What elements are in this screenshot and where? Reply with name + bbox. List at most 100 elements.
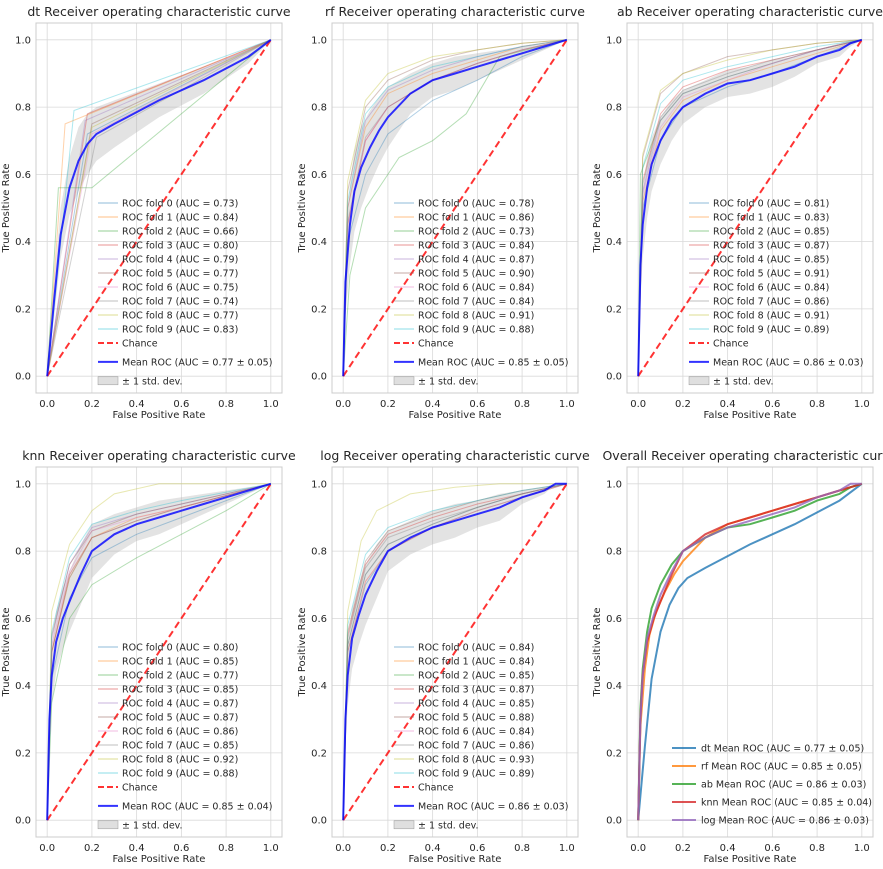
y-tick-label: 0.8 (311, 103, 327, 114)
subplot-knn: 0.0 0.2 0.4 0.6 0.8 1.0 0.0 0.2 0.4 0.6 0.8 1.0 knn … (1, 448, 296, 865)
legend-fold-0-label: ROC fold 0 (AUC = 0.80) (122, 643, 238, 654)
chance-line (46, 39, 272, 377)
y-tick-label: 0.6 (15, 614, 31, 625)
fold-4-line (342, 39, 567, 377)
y-tick-label: 0.4 (311, 237, 327, 248)
subplot-ab: 0.0 0.2 0.4 0.6 0.8 1.0 0.0 0.2 0.4 0.6 0.8 1.0 ab R… (592, 4, 883, 421)
legend-fold-9-label: ROC fold 9 (AUC = 0.88) (122, 769, 238, 780)
legend-fold-5-label: ROC fold 5 (AUC = 0.91) (713, 269, 829, 280)
fold-9-line (46, 483, 271, 821)
x-tick-label: 0.8 (809, 843, 825, 854)
y-tick-label: 0.6 (606, 170, 622, 181)
fold-0-line (46, 39, 272, 377)
x-tick-label: 0.0 (39, 399, 55, 410)
y-tick-label: 0.6 (15, 170, 31, 181)
x-tick-label: 0.8 (809, 399, 825, 410)
legend-fold-0-label: ROC fold 0 (AUC = 0.81) (713, 199, 829, 210)
fold-6-line (637, 39, 862, 377)
fold-6-line (46, 483, 271, 821)
y-tick-label: 0.6 (606, 614, 622, 625)
legend-series-0-label: dt Mean ROC (AUC = 0.77 ± 0.05) (701, 744, 864, 755)
plot-lines (637, 38, 863, 377)
std-band (343, 39, 567, 377)
legend-fold-2-label: ROC fold 2 (AUC = 0.73) (418, 227, 534, 238)
x-tick-label: 0.8 (218, 399, 234, 410)
fold-7-line (342, 483, 567, 821)
y-tick-label: 0.0 (606, 372, 622, 383)
subplot-dt: 0.0 0.2 0.4 0.6 0.8 1.0 0.0 0.2 0.4 0.6 0.8 1.0 dt R… (1, 4, 291, 421)
legend-fold-0-label: ROC fold 0 (AUC = 0.78) (418, 199, 534, 210)
legend-fold-5-label: ROC fold 5 (AUC = 0.90) (418, 269, 534, 280)
legend-band-label: ± 1 std. dev. (713, 376, 774, 387)
plot-frame (331, 22, 579, 394)
y-tick-label: 1.0 (606, 35, 622, 46)
plot-frame (35, 22, 283, 394)
y-tick-label: 0.2 (311, 304, 327, 315)
legend-fold-2-label: ROC fold 2 (AUC = 0.77) (122, 671, 238, 682)
x-tick-label: 0.6 (764, 843, 780, 854)
legend-band-swatch (97, 820, 119, 830)
fold-4-line (46, 483, 271, 821)
x-tick-label: 0.6 (469, 399, 485, 410)
y-tick-label: 1.0 (15, 35, 31, 46)
x-tick-label: 0.2 (675, 843, 691, 854)
fold-5-line (342, 483, 567, 821)
legend-fold-8-label: ROC fold 8 (AUC = 0.91) (418, 311, 534, 322)
fold-9-line (342, 39, 567, 377)
x-axis-label: False Positive Rate (704, 410, 797, 421)
fold-5-line (46, 39, 272, 377)
legend: ROC fold 0 (AUC = 0.80) ROC fold 1 (AUC =… (97, 643, 272, 831)
chart-title: Overall Receiver operating characteristi… (602, 448, 883, 463)
legend-fold-4-label: ROC fold 4 (AUC = 0.79) (122, 255, 238, 266)
x-tick-label: 0.2 (675, 399, 691, 410)
x-tick-label: 0.4 (720, 843, 736, 854)
x-tick-label: 0.8 (218, 843, 234, 854)
y-tick-label: 0.0 (311, 372, 327, 383)
chart-title: dt Receiver operating characteristic cur… (27, 4, 291, 19)
x-axis-label: False Positive Rate (113, 410, 206, 421)
legend-band-swatch (393, 376, 415, 386)
legend-fold-5-label: ROC fold 5 (AUC = 0.88) (418, 713, 534, 724)
legend-fold-3-label: ROC fold 3 (AUC = 0.84) (418, 241, 534, 252)
y-tick-label: 0.0 (15, 372, 31, 383)
mean-roc-line (637, 38, 863, 377)
fold-9-line (342, 483, 567, 821)
legend-fold-1-label: ROC fold 1 (AUC = 0.85) (122, 657, 238, 668)
legend-fold-7-label: ROC fold 7 (AUC = 0.74) (122, 297, 238, 308)
plot-frame (331, 466, 579, 838)
legend-fold-1-label: ROC fold 1 (AUC = 0.84) (418, 657, 534, 668)
legend-fold-7-label: ROC fold 7 (AUC = 0.84) (418, 297, 534, 308)
y-tick-label: 0.8 (606, 547, 622, 558)
fold-8-line (342, 483, 567, 821)
legend-fold-5-label: ROC fold 5 (AUC = 0.87) (122, 713, 238, 724)
x-tick-label: 0.0 (335, 399, 351, 410)
legend-fold-7-label: ROC fold 7 (AUC = 0.86) (418, 741, 534, 752)
fold-1-line (46, 39, 271, 377)
y-axis-label: True Positive Rate (592, 607, 603, 697)
legend-mean-label: Mean ROC (AUC = 0.77 ± 0.05) (122, 357, 272, 368)
x-tick-label: 0.4 (425, 843, 441, 854)
x-tick-label: 0.4 (720, 399, 736, 410)
legend-fold-8-label: ROC fold 8 (AUC = 0.77) (122, 311, 238, 322)
chart-title: knn Receiver operating characteristic cu… (22, 448, 296, 463)
legend: ROC fold 0 (AUC = 0.78) ROC fold 1 (AUC =… (393, 199, 568, 387)
legend-fold-9-label: ROC fold 9 (AUC = 0.89) (713, 325, 829, 336)
y-tick-label: 0.6 (311, 614, 327, 625)
x-axis-label: False Positive Rate (409, 854, 502, 865)
x-axis-label: False Positive Rate (409, 410, 502, 421)
y-tick-label: 0.4 (15, 237, 31, 248)
y-axis-label: True Positive Rate (1, 163, 12, 253)
legend-band-swatch (688, 376, 710, 386)
chart-title: rf Receiver operating characteristic cur… (325, 4, 585, 19)
legend-fold-9-label: ROC fold 9 (AUC = 0.88) (418, 325, 534, 336)
series-0-line (637, 483, 863, 821)
legend-chance-label: Chance (418, 339, 454, 350)
legend-fold-8-label: ROC fold 8 (AUC = 0.93) (418, 755, 534, 766)
x-tick-label: 0.6 (173, 399, 189, 410)
legend-chance-label: Chance (122, 783, 158, 794)
fold-0-line (342, 39, 567, 377)
fold-5-line (46, 483, 271, 821)
fold-2-line (637, 39, 862, 377)
legend: dt Mean ROC (AUC = 0.77 ± 0.05) rf Mean R… (672, 744, 872, 827)
legend-fold-2-label: ROC fold 2 (AUC = 0.85) (418, 671, 534, 682)
